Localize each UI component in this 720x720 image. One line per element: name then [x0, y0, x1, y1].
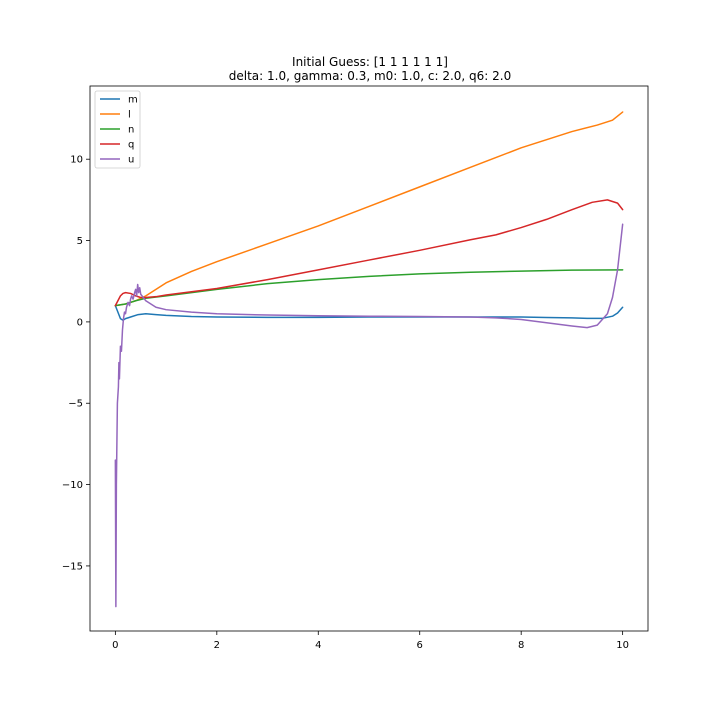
- legend-label-m: m: [128, 95, 138, 106]
- x-tick-label: 4: [315, 640, 321, 651]
- chart-title: Initial Guess: [1 1 1 1 1 1]: [292, 55, 448, 69]
- legend-label-l: l: [128, 110, 131, 121]
- series-line-n: [114, 269, 624, 307]
- series-layer: [114, 111, 624, 608]
- x-tick-label: 8: [518, 640, 524, 651]
- series-line-l: [114, 111, 624, 307]
- plot-area-frame: [89, 85, 649, 632]
- series-line-m: [114, 304, 624, 322]
- y-tick-label: −5: [68, 399, 83, 410]
- x-tick-label: 0: [112, 640, 118, 651]
- legend-label-n: n: [128, 125, 134, 136]
- legend-label-q: q: [128, 140, 134, 151]
- y-tick-label: 0: [77, 317, 83, 328]
- y-tick-label: 10: [70, 155, 83, 166]
- legend-label-u: u: [128, 155, 134, 166]
- series-line-u: [114, 223, 624, 608]
- series-line-q: [114, 199, 624, 307]
- x-tick-label: 6: [417, 640, 423, 651]
- y-axis: −15 −10 −5 0 5 10: [62, 155, 90, 572]
- x-axis: 0 2 4 6 8 10: [112, 631, 629, 651]
- x-tick-label: 10: [616, 640, 629, 651]
- chart-subtitle: delta: 1.0, gamma: 0.3, m0: 1.0, c: 2.0,…: [229, 69, 512, 83]
- y-tick-label: −15: [62, 561, 83, 572]
- y-tick-label: −10: [62, 480, 83, 491]
- x-tick-label: 2: [214, 640, 220, 651]
- y-tick-label: 5: [77, 236, 83, 247]
